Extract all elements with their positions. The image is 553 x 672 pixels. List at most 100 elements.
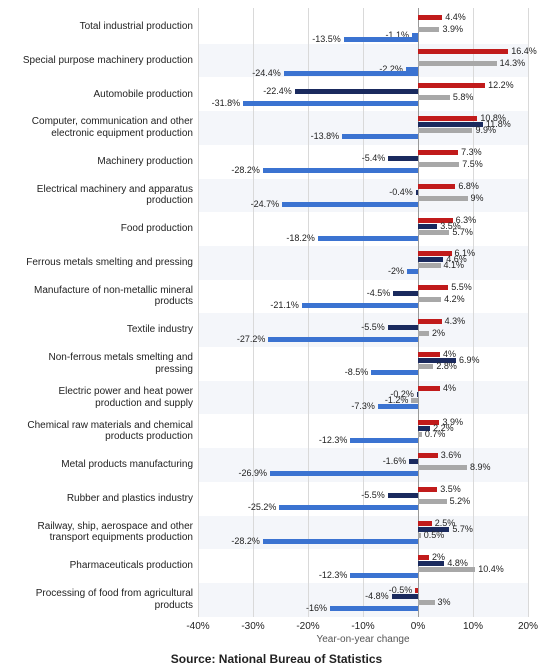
gridline: [363, 8, 364, 617]
bar-value-label: -27.2%: [237, 335, 266, 344]
category-label: Ferrous metals smelting and pressing: [13, 251, 193, 275]
bar: [418, 224, 437, 229]
bar: [418, 49, 508, 54]
gridline: [198, 8, 199, 617]
bar: [268, 337, 418, 342]
bar: [270, 471, 418, 476]
bar: [350, 438, 418, 443]
bar: [418, 331, 429, 336]
x-axis-title: Year-on-year change: [316, 634, 409, 645]
x-tick-label: 0%: [411, 621, 425, 632]
bar: [279, 505, 418, 510]
bar: [418, 184, 455, 189]
bar-value-label: 12.2%: [488, 81, 514, 90]
category-label: Non-ferrous metals smelting and pressing: [13, 352, 193, 376]
bar: [418, 521, 432, 526]
bar-value-label: -4.8%: [365, 592, 389, 601]
bar-value-label: 2%: [432, 329, 445, 338]
bar: [418, 487, 437, 492]
x-tick-label: 10%: [463, 621, 483, 632]
bar: [418, 83, 485, 88]
bar: [392, 594, 418, 599]
bar-value-label: 4.3%: [445, 317, 466, 326]
bar: [418, 533, 421, 538]
bar-value-label: -5.5%: [361, 491, 385, 500]
bar: [388, 493, 418, 498]
gridline: [308, 8, 309, 617]
bar-value-label: -5.4%: [362, 154, 386, 163]
bar-value-label: 5.7%: [452, 525, 473, 534]
bar-value-label: 6.9%: [459, 356, 480, 365]
bar-value-label: 2.8%: [436, 362, 457, 371]
bar-value-label: 16.4%: [511, 47, 537, 56]
plot-area: 4.4%3.9%-1.1%-13.5%16.4%14.3%-2.2%-24.4%…: [198, 8, 528, 616]
bar: [330, 606, 418, 611]
bar-value-label: -26.9%: [239, 469, 268, 478]
bar-value-label: -13.8%: [311, 132, 340, 141]
bar: [418, 567, 475, 572]
bar: [415, 588, 418, 593]
bar-value-label: 3.6%: [441, 451, 462, 460]
bar: [371, 370, 418, 375]
bar: [418, 95, 450, 100]
bar: [418, 122, 483, 127]
bar: [418, 465, 467, 470]
bar: [418, 364, 433, 369]
bar: [388, 156, 418, 161]
category-label: Machinery production: [13, 150, 193, 174]
bar-value-label: 7.3%: [461, 148, 482, 157]
bar-value-label: 5.7%: [452, 228, 473, 237]
category-label: Manufacture of non-metallic mineral prod…: [13, 284, 193, 308]
bar: [418, 499, 447, 504]
bar: [418, 61, 497, 66]
bar: [418, 263, 441, 268]
x-tick-label: -30%: [241, 621, 264, 632]
bar: [418, 319, 442, 324]
category-label: Computer, communication and other electr…: [13, 116, 193, 140]
bar: [418, 600, 435, 605]
bar: [418, 285, 448, 290]
category-label: Total industrial production: [13, 15, 193, 39]
bar: [418, 257, 443, 262]
bar-value-label: 0.5%: [424, 531, 445, 540]
chart-source: Source: National Bureau of Statistics: [0, 652, 553, 666]
bar-value-label: -1.6%: [383, 457, 407, 466]
bar: [418, 561, 444, 566]
bar: [418, 15, 442, 20]
bar-value-label: 14.3%: [500, 59, 526, 68]
bar-value-label: -13.5%: [312, 35, 341, 44]
gridline: [528, 8, 529, 617]
bar: [418, 386, 440, 391]
bar-value-label: 7.5%: [462, 160, 483, 169]
category-label: Chemical raw materials and chemical prod…: [13, 419, 193, 443]
bar: [418, 230, 449, 235]
category-label: Textile industry: [13, 318, 193, 342]
category-label: Rubber and plastics industry: [13, 487, 193, 511]
bar-value-label: 8.9%: [470, 463, 491, 472]
category-label: Pharmaceuticals production: [13, 554, 193, 578]
bar-value-label: -28.2%: [231, 166, 260, 175]
bar: [418, 162, 459, 167]
bar: [263, 539, 418, 544]
bar-value-label: -4.5%: [367, 289, 391, 298]
bar-value-label: 4.4%: [445, 13, 466, 22]
x-tick-label: -40%: [186, 621, 209, 632]
bar-value-label: 4.1%: [444, 261, 465, 270]
bar-value-label: -24.7%: [251, 200, 280, 209]
bar-value-label: -16%: [306, 604, 327, 613]
bar-value-label: 3.9%: [442, 25, 463, 34]
bar: [409, 459, 418, 464]
bar: [418, 352, 440, 357]
bar-value-label: 10.4%: [478, 565, 504, 574]
bar: [243, 101, 418, 106]
bar: [393, 291, 418, 296]
bar: [418, 128, 472, 133]
bar: [418, 297, 441, 302]
bar: [418, 116, 477, 121]
bar-value-label: 3%: [438, 598, 451, 607]
bar: [295, 89, 418, 94]
category-label: Processing of food from agricultural pro…: [13, 588, 193, 612]
bar-value-label: 5.2%: [450, 497, 471, 506]
bar-value-label: 9%: [471, 194, 484, 203]
bar-value-label: -21.1%: [270, 301, 299, 310]
